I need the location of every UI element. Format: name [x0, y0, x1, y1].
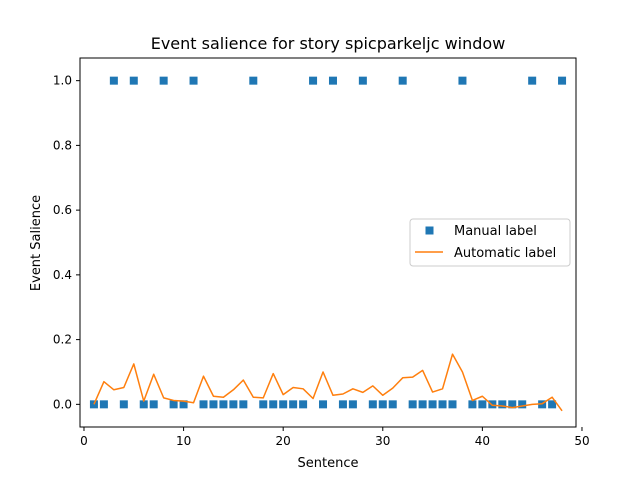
x-tick-label: 40: [475, 434, 490, 448]
y-axis-label: Event Salience: [29, 195, 44, 291]
manual-label-point: [189, 76, 198, 85]
manual-label-point: [279, 400, 288, 409]
manual-label-point: [299, 400, 308, 409]
manual-label-point: [398, 76, 407, 85]
manual-label-point: [428, 400, 437, 409]
manual-label-point: [119, 400, 128, 409]
manual-label-point: [89, 400, 98, 409]
manual-label-point: [309, 76, 318, 85]
manual-label-point: [149, 400, 158, 409]
manual-label-point: [199, 400, 208, 409]
manual-label-point: [219, 400, 228, 409]
x-tick-label: 50: [574, 434, 589, 448]
manual-label-point: [229, 400, 238, 409]
manual-label-point: [169, 400, 178, 409]
y-axis-ticks: 0.0 0.2 0.4 0.6 0.8 1.0: [53, 74, 80, 411]
manual-label-point: [109, 76, 118, 85]
automatic-label-line-layer: [93, 353, 563, 412]
manual-label-markers: [89, 76, 567, 409]
manual-label-point: [478, 400, 487, 409]
y-tick-label: 0.8: [53, 138, 72, 152]
manual-label-point: [388, 400, 397, 409]
manual-label-point: [548, 400, 557, 409]
manual-label-point: [259, 400, 268, 409]
manual-label-point: [289, 400, 298, 409]
x-axis-ticks: 0 10 20 30 40 50: [80, 427, 590, 448]
manual-label-point: [368, 400, 377, 409]
plot-area: [79, 57, 577, 428]
manual-label-point: [358, 76, 367, 85]
manual-label-point: [348, 400, 357, 409]
legend-automatic-label: Automatic label: [454, 246, 556, 261]
manual-label-point: [209, 400, 218, 409]
y-tick-label: 0.6: [53, 203, 72, 217]
legend: Manual label Automatic label: [409, 218, 571, 267]
manual-label-point: [239, 400, 248, 409]
manual-label-point: [328, 76, 337, 85]
manual-label-point: [269, 400, 278, 409]
manual-label-point: [159, 76, 168, 85]
manual-label-point: [498, 400, 507, 409]
x-tick-label: 0: [80, 434, 88, 448]
manual-label-point: [418, 400, 427, 409]
manual-label-point: [528, 76, 537, 85]
legend-manual-marker: [425, 226, 434, 235]
manual-label-point: [99, 400, 108, 409]
manual-label-point: [129, 76, 138, 85]
chart-title: Event salience for story spicparkeljc wi…: [151, 34, 506, 53]
manual-label-point: [408, 400, 417, 409]
legend-box: [409, 218, 571, 267]
manual-label-point: [338, 400, 347, 409]
x-tick-label: 10: [176, 434, 191, 448]
y-tick-label: 1.0: [53, 74, 72, 88]
manual-label-point: [249, 76, 258, 85]
y-tick-label: 0.4: [53, 268, 72, 282]
manual-label-point: [518, 400, 527, 409]
manual-label-point: [558, 76, 567, 85]
manual-label-point: [319, 400, 328, 409]
axes-frame: [79, 57, 577, 428]
manual-label-point: [179, 400, 188, 409]
legend-manual-label: Manual label: [454, 224, 537, 239]
manual-label-point: [438, 400, 447, 409]
x-axis-label: Sentence: [298, 456, 359, 471]
x-tick-label: 20: [276, 434, 291, 448]
automatic-label-line: [93, 353, 563, 412]
manual-label-point: [448, 400, 457, 409]
manual-label-point: [378, 400, 387, 409]
manual-label-point: [468, 400, 477, 409]
x-tick-label: 30: [375, 434, 390, 448]
manual-label-point: [508, 400, 517, 409]
y-tick-label: 0.0: [53, 397, 72, 411]
y-tick-label: 0.2: [53, 333, 72, 347]
manual-label-point: [139, 400, 148, 409]
manual-label-point: [458, 76, 467, 85]
